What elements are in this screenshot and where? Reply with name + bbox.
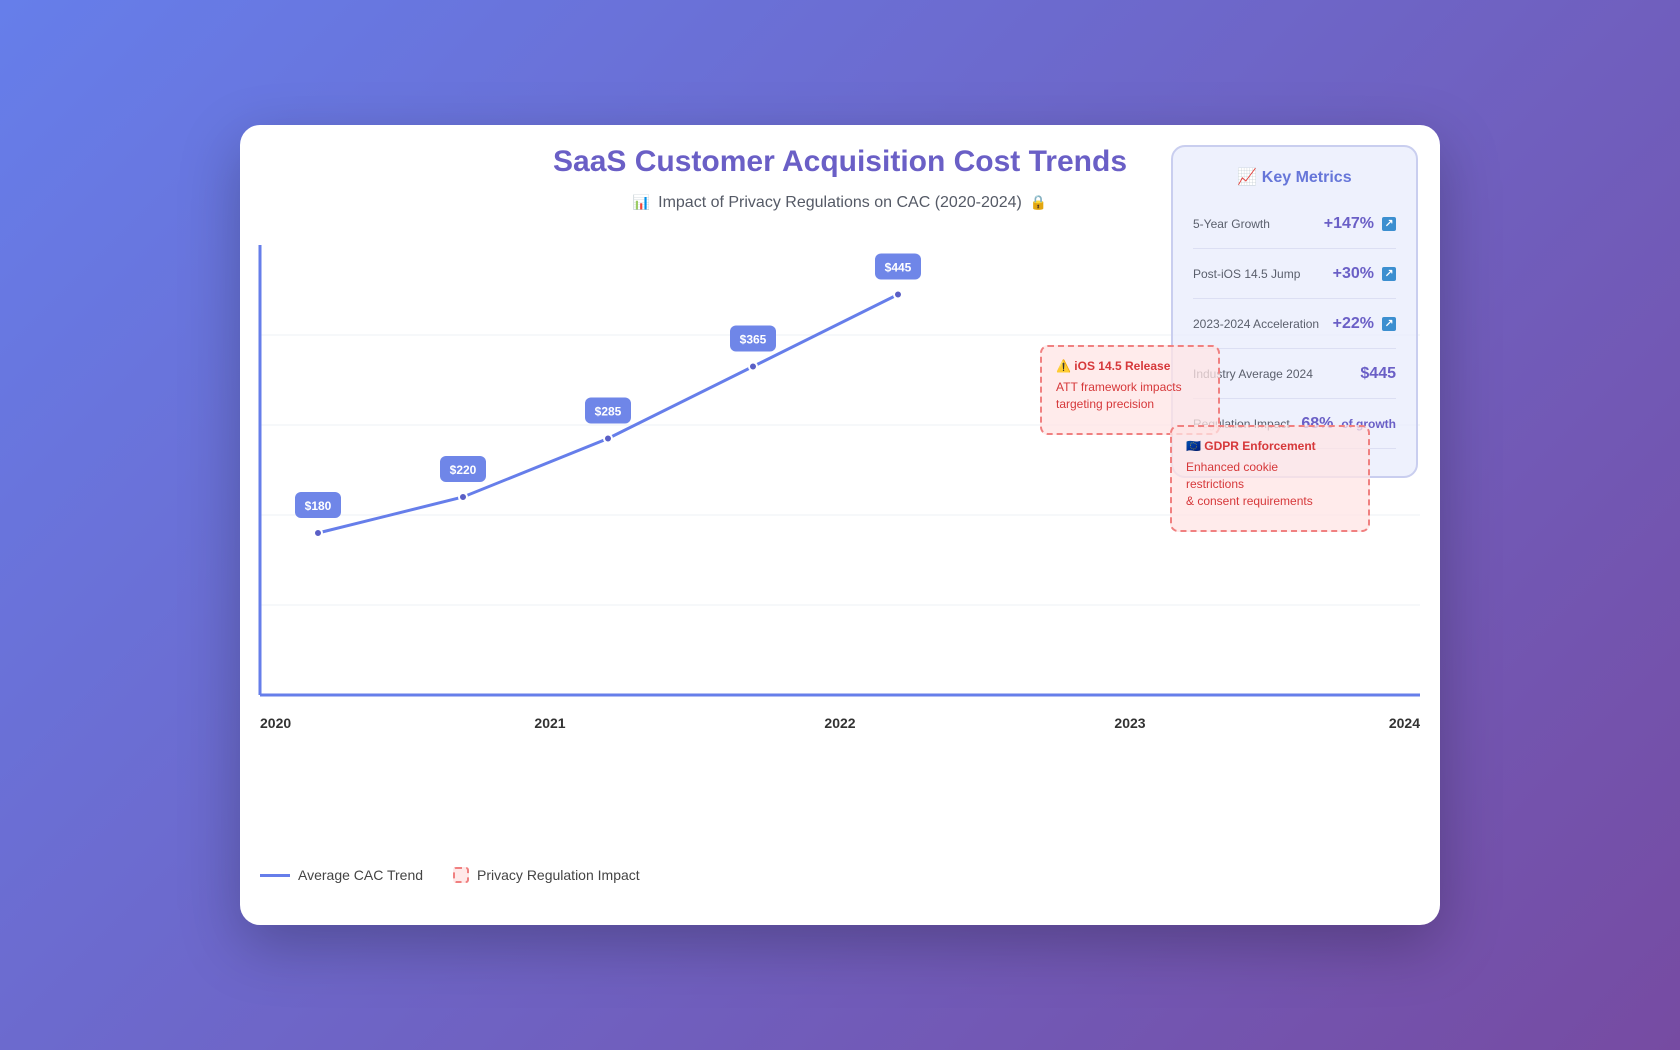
metric-row: Industry Average 2024 $445 [1193, 349, 1396, 399]
bar-chart-icon: 📊 [632, 194, 651, 210]
chart-subtitle: 📊 Impact of Privacy Regulations on CAC (2… [240, 194, 1440, 212]
annotation-title: ⚠️ iOS 14.5 Release [1056, 359, 1171, 373]
data-label: $365 [740, 333, 767, 347]
x-tick-label: 2021 [534, 715, 565, 731]
data-label-bg [440, 456, 486, 482]
x-tick-label: 2020 [260, 715, 291, 731]
metric-row: 5-Year Growth +147% ↗ [1193, 199, 1396, 249]
metrics-title-text: Key Metrics [1261, 169, 1352, 186]
warning-icon: ⚠️ [1056, 359, 1071, 373]
lock-icon: 🔒 [1029, 194, 1048, 210]
annotation-title: 🇪🇺 GDPR Enforcement [1186, 439, 1316, 453]
annotation-text: Enhanced cookie restrictions & consent r… [1186, 460, 1313, 508]
data-point [748, 361, 758, 372]
chart-card: SaaS Customer Acquisition Cost Trends 📊 I… [240, 125, 1440, 925]
subtitle-text: Impact of Privacy Regulations on CAC (20… [658, 194, 1022, 211]
metrics-title: 📈 Key Metrics [1193, 167, 1396, 187]
legend-label: Privacy Regulation Impact [477, 867, 640, 883]
metric-row: 2023-2024 Acceleration +22% ↗ [1193, 299, 1396, 349]
data-point [458, 492, 468, 502]
eu-flag-icon: 🇪🇺 [1186, 439, 1201, 453]
x-tick-label: 2023 [1114, 715, 1145, 731]
legend-dashed-swatch [453, 867, 470, 883]
x-tick-label: 2022 [824, 715, 855, 731]
chart-title: SaaS Customer Acquisition Cost Trends [553, 145, 1127, 178]
x-tick-label: 2024 [1389, 715, 1420, 731]
metric-value: +22% [1332, 314, 1374, 332]
metric-label: Industry Average 2024 [1193, 366, 1313, 381]
line-chart: 2020 2021 2022 2023 2024 $180 $220 $285 $365 $445 [258, 245, 1420, 731]
legend-label: Average CAC Trend [298, 867, 424, 883]
metric-value: +30% [1332, 264, 1374, 282]
data-label: $180 [305, 499, 332, 513]
arrow-up-right-icon: ↗ [1382, 216, 1396, 231]
chart-legend: Average CAC Trend Privacy Regulation Imp… [260, 867, 640, 883]
data-label-bg [875, 253, 921, 280]
metric-label: Post-iOS 14.5 Jump [1193, 266, 1301, 281]
gdpr-annotation: 🇪🇺 GDPR Enforcement Enhanced cookie rest… [1170, 425, 1370, 532]
data-point [603, 433, 613, 444]
arrow-up-right-icon: ↗ [1382, 316, 1396, 331]
ios-annotation: ⚠️ iOS 14.5 Release ATT framework impact… [1040, 345, 1220, 435]
data-label: $220 [450, 463, 477, 477]
data-point [313, 528, 323, 538]
data-point [893, 289, 903, 300]
trend-up-icon: 📈 [1237, 169, 1258, 186]
metric-label: 5-Year Growth [1193, 216, 1270, 231]
data-label-bg [730, 325, 776, 352]
data-label: $285 [595, 405, 622, 419]
metric-value: $445 [1360, 364, 1396, 382]
data-label-bg [295, 492, 341, 518]
data-label: $445 [885, 261, 912, 275]
metric-row: Post-iOS 14.5 Jump +30% ↗ [1193, 249, 1396, 299]
metric-value: +147% [1323, 214, 1374, 232]
data-label-bg [585, 397, 631, 424]
annotation-text: ATT framework impacts targeting precisio… [1056, 380, 1182, 411]
arrow-up-right-icon: ↗ [1382, 266, 1396, 281]
metric-label: 2023-2024 Acceleration [1193, 316, 1320, 331]
legend-line-swatch [260, 873, 290, 877]
